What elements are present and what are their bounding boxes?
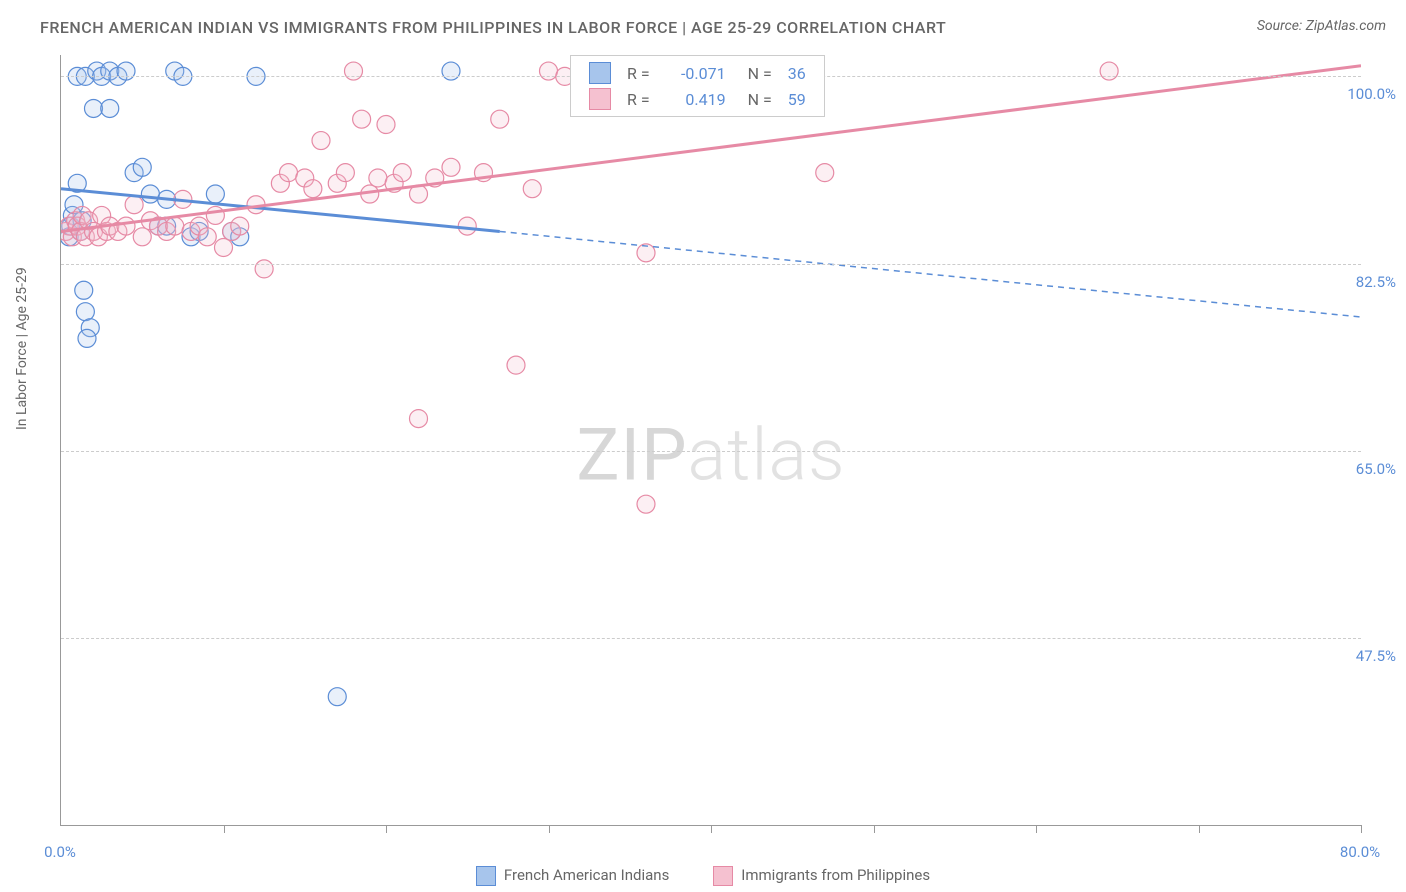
legend-swatch-french [476,866,496,886]
marker-philippines [312,132,330,150]
source-attribution: Source: ZipAtlas.com [1257,18,1386,34]
marker-philippines [353,110,371,128]
plot-area: ZIPatlas [60,55,1361,826]
x-tick [1199,825,1200,833]
x-tick [224,825,225,833]
marker-philippines [166,217,184,235]
marker-french [328,688,346,706]
stats-row-philippines: R = 0.419 N = 59 [581,86,814,112]
marker-french [85,99,103,117]
gridline [61,264,1361,265]
legend-swatch-philippines [713,866,733,886]
y-tick-label: 65.0% [1356,460,1396,478]
marker-french [75,281,93,299]
marker-philippines [491,110,509,128]
marker-philippines [206,206,224,224]
marker-philippines [336,164,354,182]
marker-philippines [304,180,322,198]
x-tick [549,825,550,833]
stats-row-french: R = -0.071 N = 36 [581,60,814,86]
marker-philippines [117,217,135,235]
marker-philippines [637,495,655,513]
trendline-dash-french [500,231,1361,317]
y-tick-label: 82.5% [1356,273,1396,291]
swatch-philippines [589,88,611,110]
y-axis-label: In Labor Force | Age 25-29 [14,267,30,430]
marker-philippines [215,239,233,257]
stats-legend-box: R = -0.071 N = 36 R = 0.419 N = 59 [570,55,825,117]
legend-item-french: French American Indians [476,866,669,886]
marker-philippines [458,217,476,235]
marker-philippines [369,169,387,187]
x-tick [386,825,387,833]
y-tick-label: 100.0% [1347,85,1396,103]
x-tick [1036,825,1037,833]
marker-philippines [442,158,460,176]
marker-philippines [393,164,411,182]
marker-french [206,185,224,203]
gridline [61,451,1361,452]
marker-philippines [125,196,143,214]
marker-philippines [231,217,249,235]
marker-philippines [133,228,151,246]
x-tick [711,825,712,833]
marker-philippines [507,356,525,374]
marker-philippines [410,410,428,428]
marker-philippines [280,164,298,182]
x-tick [1361,825,1362,833]
marker-philippines [816,164,834,182]
marker-french [101,99,119,117]
gridline [61,638,1361,639]
chart-title: FRENCH AMERICAN INDIAN VS IMMIGRANTS FRO… [40,18,946,37]
marker-french [76,303,94,321]
swatch-french [589,62,611,84]
legend-item-philippines: Immigrants from Philippines [713,866,930,886]
y-tick-label: 47.5% [1356,647,1396,665]
legend-bottom: French American Indians Immigrants from … [0,865,1406,886]
marker-french [141,185,159,203]
chart-svg [61,55,1361,825]
marker-philippines [198,228,216,246]
marker-philippines [377,116,395,134]
marker-french [78,329,96,347]
x-tick-label: 0.0% [44,843,76,861]
x-tick [874,825,875,833]
marker-french [133,158,151,176]
marker-philippines [523,180,541,198]
x-tick-label: 80.0% [1340,843,1380,861]
